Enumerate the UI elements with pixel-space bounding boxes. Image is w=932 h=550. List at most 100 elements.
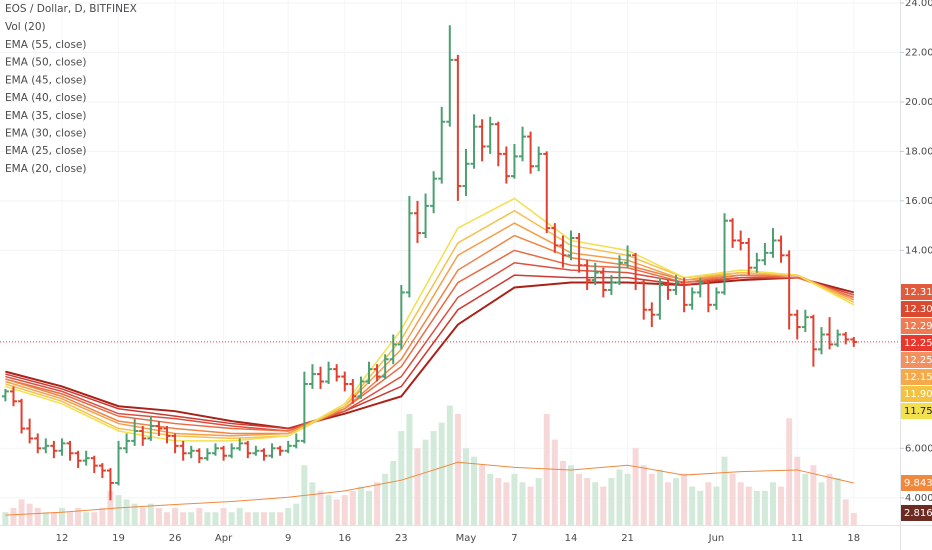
volume-bar <box>495 478 502 525</box>
legend-entry: EMA (35, close) <box>5 110 87 122</box>
volume-bar <box>67 512 74 525</box>
volume-bar <box>317 490 324 525</box>
volume-bar <box>842 499 849 525</box>
volume-bar <box>309 482 316 525</box>
price-tag <box>901 474 932 491</box>
legend-entry: EMA (40, close) <box>5 92 87 104</box>
x-tick-label: 16 <box>338 533 351 544</box>
price-tag-label: 12.2581 <box>904 338 932 349</box>
price-tag <box>901 335 932 352</box>
y-tick-label: 14.0000 <box>905 245 932 256</box>
volume-bar <box>285 507 292 525</box>
chart-title: EOS / Dollar, D, BITFINEX <box>5 3 137 15</box>
volume-bar <box>164 512 170 525</box>
ema-line <box>5 274 855 430</box>
volume-bar <box>277 512 284 525</box>
volume-bar <box>34 507 41 525</box>
price-tag <box>901 369 932 386</box>
ema-line <box>5 209 855 440</box>
legend-entry: EMA (25, close) <box>5 145 87 157</box>
volume-bar <box>269 512 276 525</box>
volume-bar <box>293 503 300 525</box>
x-tick-label: 14 <box>565 533 578 544</box>
ema-line <box>5 276 855 430</box>
volume-bar <box>325 495 332 525</box>
volume-bar <box>349 490 356 525</box>
volume-bar <box>802 473 809 525</box>
volume-bar <box>600 486 607 525</box>
volume-bar <box>551 439 558 525</box>
y-tick-label: 24.0000 <box>905 0 932 9</box>
legend-entry: EMA (50, close) <box>5 57 87 69</box>
volume-bar <box>196 507 203 525</box>
volume-bar <box>794 456 801 525</box>
volume-bar <box>131 503 138 525</box>
volume-bar <box>511 473 518 525</box>
volume-bar <box>697 490 704 525</box>
volume-bar <box>462 448 469 525</box>
volume-bar <box>576 473 583 525</box>
volume-bar <box>390 460 397 525</box>
volume-bar <box>616 469 623 525</box>
volume-bar <box>139 507 146 525</box>
y-tick-label: 18.0000 <box>905 146 932 157</box>
volume-bar <box>770 482 776 525</box>
volume-bar <box>374 482 381 525</box>
volume-bar <box>406 414 413 525</box>
price-tag <box>901 318 932 335</box>
volume-legend: Vol (20) <box>5 21 46 33</box>
volume-bar <box>382 473 389 525</box>
volume-bar <box>729 473 736 525</box>
x-tick-label: 9 <box>285 533 291 544</box>
volume-bar <box>220 507 227 525</box>
x-tick-label: 19 <box>112 533 125 544</box>
price-tag <box>901 352 932 369</box>
x-tick-label: Jun <box>708 533 725 544</box>
volume-bar <box>422 439 429 525</box>
volume-bar <box>648 473 655 525</box>
volume-bar <box>818 482 825 525</box>
volume-bar <box>559 460 566 525</box>
ema-line <box>5 234 855 435</box>
volume-ma-line <box>5 461 854 516</box>
volume-bar <box>454 414 461 525</box>
price-tag <box>901 504 932 521</box>
volume-bar <box>107 490 114 525</box>
volume-bar <box>260 512 267 525</box>
volume-bar <box>99 507 106 525</box>
price-tag <box>901 386 932 403</box>
price-tag-label: 11.7567 <box>904 406 932 417</box>
volume-bar <box>479 465 486 525</box>
volume-bar <box>786 418 793 525</box>
volume-bar <box>236 507 243 525</box>
volume-bar <box>778 486 785 525</box>
x-tick-label: 23 <box>395 533 408 544</box>
volume-bar <box>608 478 615 525</box>
volume-bar <box>341 495 348 525</box>
volume-bar <box>414 448 421 525</box>
legend-entry: EMA (55, close) <box>5 39 87 51</box>
price-tag-label: 12.2982 <box>904 321 932 332</box>
volume-bar <box>123 499 130 525</box>
volume-bar <box>826 473 833 525</box>
price-tag-label: 12.1523 <box>904 372 932 383</box>
volume-bar <box>519 482 526 525</box>
volume-bar <box>172 507 179 525</box>
volume-bar <box>10 507 17 525</box>
x-tick-label: 26 <box>169 533 182 544</box>
legend-entry: EMA (20, close) <box>5 163 87 175</box>
volume-bar <box>91 512 98 525</box>
volume-bar <box>745 486 752 525</box>
ema-line <box>5 222 855 437</box>
volume-bar <box>543 414 550 525</box>
volume-bar <box>721 456 728 525</box>
volume-bar <box>705 482 712 525</box>
volume-bar <box>592 482 599 525</box>
volume-bar <box>366 490 372 525</box>
volume-bar <box>527 486 534 525</box>
volume-bar <box>624 473 631 525</box>
volume-bar <box>430 431 437 525</box>
legend-entry: EMA (30, close) <box>5 128 87 140</box>
volume-bar <box>228 512 235 525</box>
price-layer <box>0 25 900 501</box>
